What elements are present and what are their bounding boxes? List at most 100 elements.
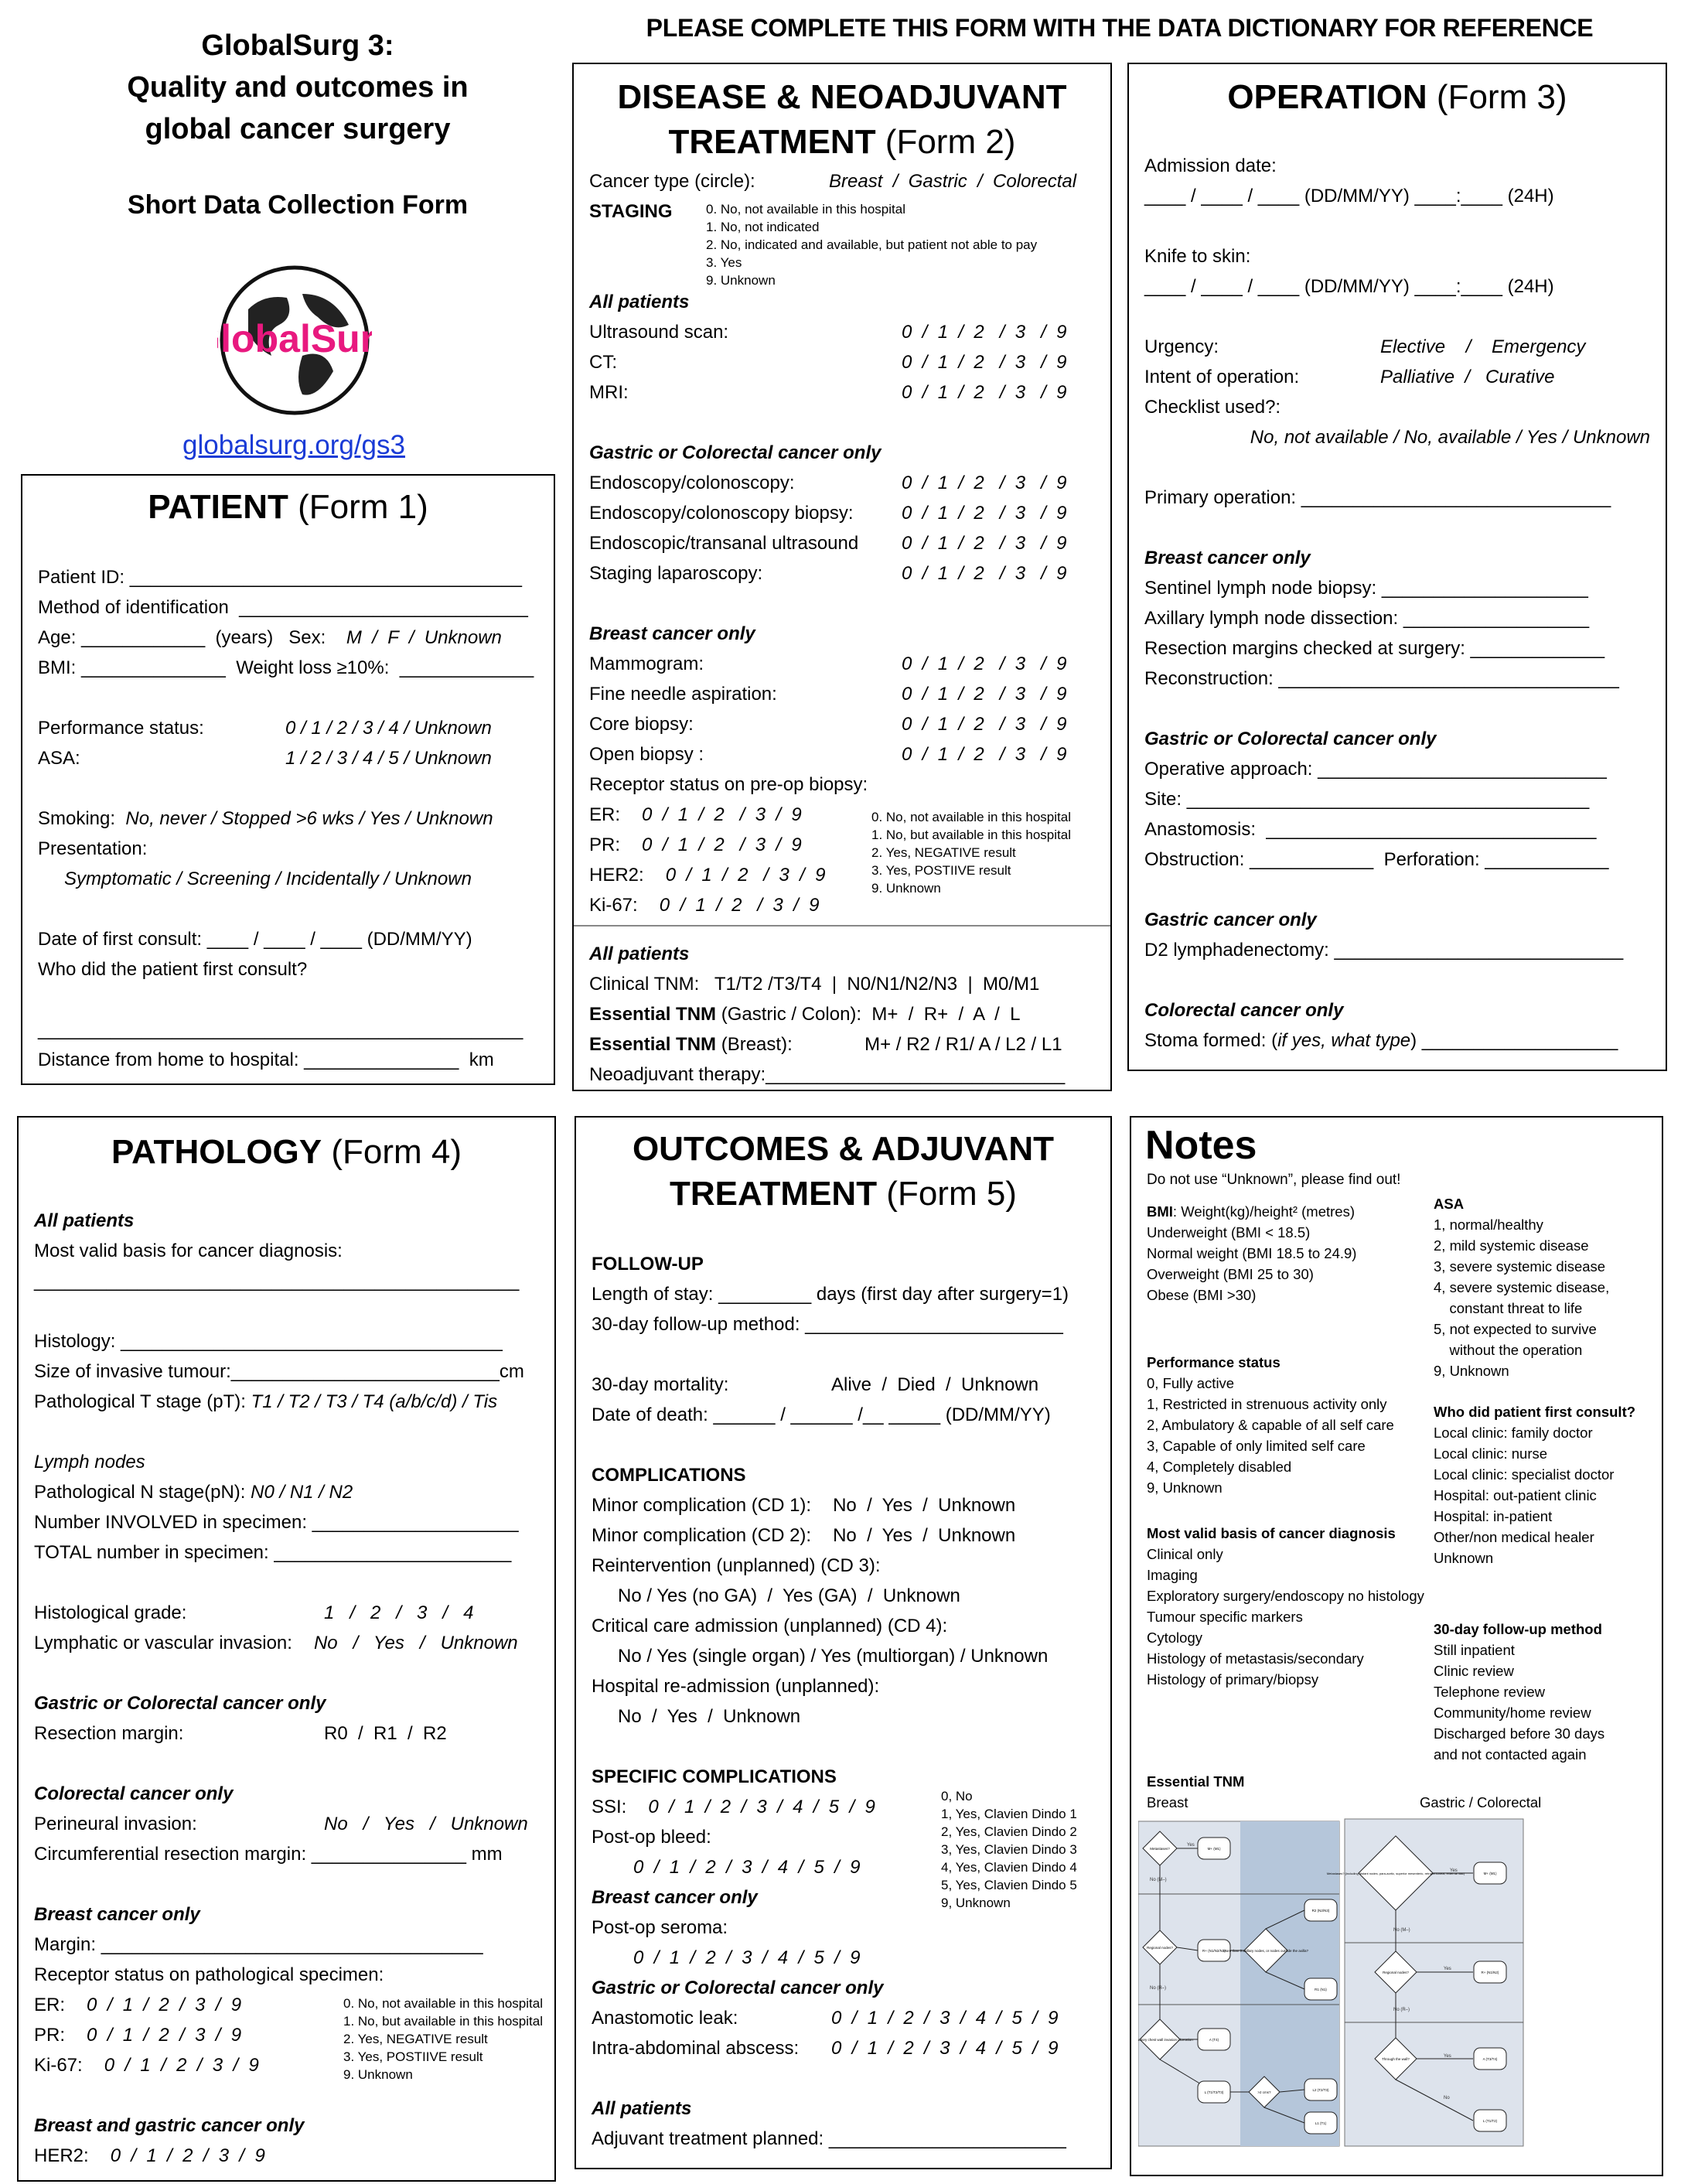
form-field: Date of death: ______ / ______ /__ _____…: [592, 1404, 1051, 1425]
field-options: No / Yes (no GA) / Yes (GA) / Unknown: [618, 1585, 960, 1606]
outcome-node: [1304, 1899, 1338, 1922]
field-label: 30-day mortality:: [592, 1374, 729, 1395]
notes-panel: Notes Do not use “Unknown”, please find …: [1130, 1116, 1663, 2176]
outcome-node: [1197, 1837, 1231, 1860]
outcome-node: [1304, 2078, 1338, 2101]
option-field: MRI: 0 / 1 / 2 / 3 / 9: [589, 377, 1095, 408]
list-item: 0. No, not available in this hospital: [343, 1996, 543, 2011]
list-item: 4, severe systemic disease,: [1434, 1279, 1610, 1295]
form-title: OPERATION (Form 3): [1129, 75, 1666, 120]
form-field: Date of first consult: ____ / ____ / ___…: [38, 929, 472, 950]
form-field: Number INVOLVED in specimen: ___________…: [34, 1512, 519, 1533]
decision-node: [1374, 1950, 1417, 1994]
spacer: [592, 1732, 1095, 1762]
notes-intro: Do not use “Unknown”, please find out!: [1147, 1172, 1401, 1188]
section-heading: FOLLOW-UP: [592, 1254, 704, 1275]
form-field: Critical care admission (unplanned) (CD …: [592, 1616, 948, 1636]
spacer: [592, 2063, 1095, 2094]
flow-arrow: [1176, 1947, 1199, 1951]
form-title: PATIENT (Form 1): [22, 485, 554, 530]
field-label: Performance status:: [38, 718, 204, 739]
option-field: Perineural invasion: No / Yes / Unknown: [34, 1809, 539, 1839]
form-field: Primary operation: _____________________…: [1144, 487, 1611, 508]
field-label: Endoscopy/colonoscopy biopsy:: [589, 503, 854, 524]
section-heading: Breast cancer only: [34, 1904, 200, 1925]
node-label: Regional nodes?: [1147, 1946, 1173, 1950]
flow-arrow: [1265, 1971, 1305, 1990]
node-label: M+ (M1): [1208, 1847, 1221, 1851]
spacer: [589, 589, 1095, 619]
field-options: 0 / 1 / 2 / 3 / 9: [87, 2025, 242, 2046]
svg-text:GlobalSurg: GlobalSurg: [217, 317, 372, 360]
list-item: 9, Unknown: [941, 1896, 1011, 1910]
form-field: Admission date:: [1144, 155, 1277, 176]
option-field: Minor complication (CD 1): No / Yes / Unk…: [592, 1490, 1095, 1520]
field-options: No / Yes / Unknown: [833, 1525, 1016, 1546]
field-label: Ki-67:: [589, 895, 638, 916]
performance-note: Performance status 0, Fully active 1, Rest…: [1147, 1352, 1394, 1498]
staging-legend: 0. No, not available in this hospital 1. …: [706, 200, 1037, 289]
section-heading: Gastric or Colorectal cancer only: [589, 442, 882, 463]
node-label: L (T1/T2): [1483, 2119, 1498, 2123]
bmi-formula: : Weight(kg)/height² (metres): [1172, 1203, 1356, 1220]
list-item: 9, Unknown: [1147, 1479, 1223, 1496]
diagnosis-basis-note: Most valid basis of cancer diagnosis Clin…: [1147, 1523, 1424, 1690]
field-text: T1 / T2 / T3 / T4 (a/b/c/d) / Tis: [251, 1391, 498, 1412]
field-text: Pathological N stage(pN):: [34, 1482, 251, 1503]
option-field: Endoscopy/colonoscopy biopsy: 0 / 1 / 2 /…: [589, 498, 1095, 528]
instruction-banner: PLEASE COMPLETE THIS FORM WITH THE DATA …: [646, 14, 1594, 42]
performance-list: 0, Fully active 1, Restricted in strenuou…: [1147, 1373, 1394, 1498]
field-options: 0 / 1 / 2 / 3 / 9: [87, 1995, 242, 2015]
list-item: 1. No, not indicated: [706, 220, 820, 234]
field-label: Ki-67:: [34, 2055, 83, 2076]
field-options: 0 / 1 / 2 / 3 / 9: [902, 352, 1067, 373]
option-field: Urgency: Elective / Emergency: [1144, 332, 1650, 362]
form-title-bold: DISEASE & NEOADJUVANT: [617, 78, 1067, 116]
form-field: Pathological T stage (pT): T1 / T2 / T3 …: [34, 1387, 539, 1417]
field-text: Essential TNM: [589, 1004, 717, 1025]
list-item: Other/non medical healer: [1434, 1529, 1594, 1545]
receptor-legend: 0. No, not available in this hospital 1. …: [871, 808, 1071, 897]
form-field: Hospital re-admission (unplanned):: [592, 1676, 880, 1697]
field-options: No / Yes / Unknown: [833, 1495, 1016, 1516]
outcome-node: [1473, 1862, 1507, 1885]
field-text: Age: ____________ (years) Sex:: [38, 627, 346, 648]
followup-note: 30-day follow-up method Still inpatient Cl…: [1434, 1619, 1604, 1765]
field-text: if yes, what type: [1277, 1030, 1411, 1051]
bmi-label: BMI: [1147, 1203, 1173, 1220]
edge-label: Yes: [1444, 1967, 1451, 1971]
option-field: Performance status: 0 / 1 / 2 / 3 / 4 / U…: [38, 713, 538, 743]
field-label: Anastomotic leak:: [592, 2008, 738, 2029]
list-item: 2. Yes, NEGATIVE result: [343, 2032, 488, 2046]
decision-node: [1243, 1928, 1288, 1973]
node-label: M+ (M1): [1484, 1872, 1497, 1875]
field-options: 0 / 1 / 2 / 3 / 4 / 5 / 9: [831, 2008, 1059, 2029]
outcome-node: [1473, 1960, 1507, 1984]
edge-label: Yes: [1450, 1868, 1458, 1873]
spacer: [34, 1749, 539, 1779]
form-field: Method of identification _______________…: [38, 597, 528, 618]
list-item: 9. Unknown: [343, 2067, 413, 2082]
field-text: (Breast): M+ / R2 / R1/ A / L2 / L1: [716, 1034, 1062, 1055]
receptor-legend: 0. No, not available in this hospital 1. …: [343, 1995, 543, 2083]
field-options: 0 / 1 / 2 / 3 / 9: [659, 895, 820, 916]
bmi-list: Underweight (BMI < 18.5) Normal weight (B…: [1147, 1222, 1356, 1305]
edge-label: No (R–): [1150, 1986, 1166, 1991]
field-label: CT:: [589, 352, 617, 373]
form-field: Adjuvant treatment planned: ____________…: [592, 2128, 1066, 2149]
field-label: Ultrasound scan:: [589, 322, 729, 343]
field-options: No, not available / No, available / Yes …: [1250, 427, 1650, 448]
option-field: ASA: 1 / 2 / 3 / 4 / 5 / Unknown: [38, 743, 538, 773]
option-field: Ki-67: 0 / 1 / 2 / 3 / 9: [34, 2050, 539, 2080]
basis-list: Clinical only Imaging Exploratory surgery/…: [1147, 1544, 1424, 1690]
field-label: Intra-abdominal abscess:: [592, 2038, 800, 2059]
field-options: No / Yes / Unknown: [324, 1814, 528, 1834]
note-heading: Performance status: [1147, 1354, 1280, 1370]
form-field: Neoadjuvant therapy:____________________…: [589, 1064, 1066, 1085]
list-item: 3. Yes: [706, 255, 742, 270]
field-label: Core biopsy:: [589, 714, 694, 735]
section-heading: STAGING: [589, 201, 673, 222]
globalsurg-link[interactable]: globalsurg.org/gs3: [182, 430, 405, 460]
spacer: [38, 985, 538, 1015]
pathology-form: PATHOLOGY (Form 4) All patients Most vali…: [17, 1116, 556, 2182]
